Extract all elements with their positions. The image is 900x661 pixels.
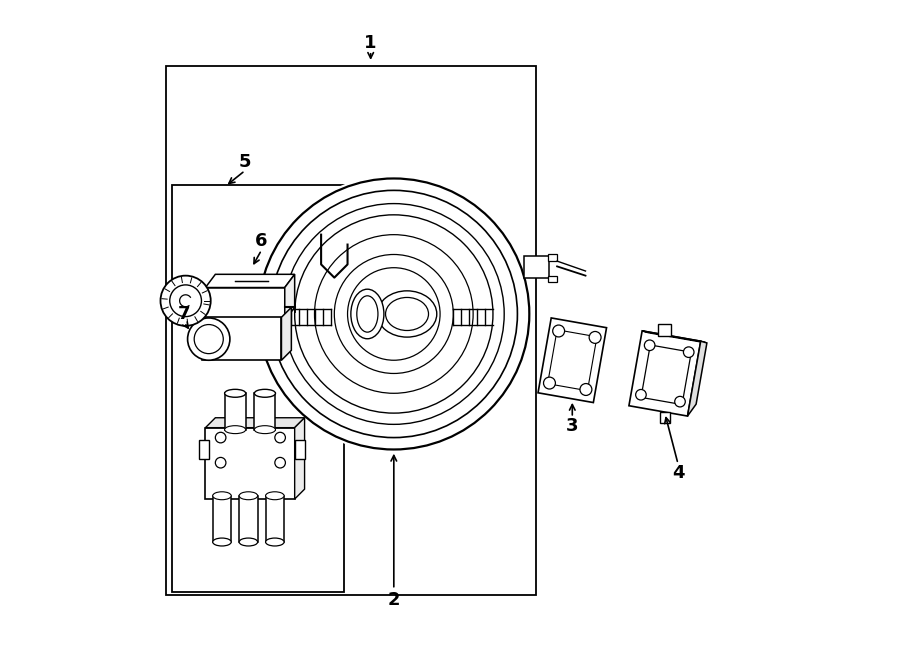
Circle shape — [635, 389, 646, 400]
Bar — [212, 496, 231, 542]
Circle shape — [187, 318, 230, 360]
Circle shape — [215, 457, 226, 468]
Circle shape — [274, 432, 285, 443]
Ellipse shape — [212, 492, 231, 500]
Bar — [524, 256, 549, 278]
Polygon shape — [205, 428, 294, 499]
Bar — [548, 276, 557, 282]
Circle shape — [675, 397, 685, 407]
Ellipse shape — [225, 389, 246, 397]
Text: 4: 4 — [671, 463, 684, 482]
Bar — [660, 412, 670, 423]
Bar — [658, 324, 671, 336]
Circle shape — [683, 347, 694, 358]
Text: 5: 5 — [238, 153, 251, 171]
Ellipse shape — [239, 538, 257, 546]
Circle shape — [580, 383, 592, 395]
Circle shape — [590, 331, 601, 343]
Text: 7: 7 — [178, 305, 191, 323]
Ellipse shape — [225, 426, 246, 434]
Ellipse shape — [266, 492, 284, 500]
Circle shape — [160, 276, 211, 326]
Polygon shape — [629, 331, 701, 416]
Polygon shape — [205, 288, 284, 321]
Circle shape — [215, 432, 226, 443]
Bar — [166, 66, 536, 595]
Bar — [199, 440, 209, 459]
Polygon shape — [205, 418, 304, 428]
Bar — [239, 496, 257, 542]
Bar — [225, 393, 246, 430]
Circle shape — [255, 175, 533, 453]
Circle shape — [644, 340, 655, 350]
Ellipse shape — [255, 389, 275, 397]
Bar — [548, 254, 557, 261]
Ellipse shape — [255, 426, 275, 434]
Polygon shape — [282, 307, 292, 360]
Polygon shape — [205, 274, 294, 288]
Circle shape — [274, 457, 285, 468]
Text: 1: 1 — [364, 34, 377, 52]
Polygon shape — [284, 274, 294, 321]
Ellipse shape — [377, 291, 436, 337]
Text: 6: 6 — [256, 232, 268, 251]
Ellipse shape — [266, 538, 284, 546]
Ellipse shape — [239, 492, 257, 500]
Text: 3: 3 — [566, 417, 579, 436]
Circle shape — [544, 377, 555, 389]
Bar — [202, 317, 282, 360]
Bar — [266, 496, 284, 542]
Polygon shape — [642, 331, 706, 343]
Ellipse shape — [351, 289, 384, 338]
Polygon shape — [688, 341, 706, 416]
Polygon shape — [294, 418, 304, 499]
Polygon shape — [538, 318, 607, 403]
Text: 2: 2 — [388, 591, 400, 609]
Ellipse shape — [212, 538, 231, 546]
Circle shape — [553, 325, 564, 337]
Bar — [294, 440, 304, 459]
Bar — [255, 393, 275, 430]
Bar — [173, 185, 344, 592]
